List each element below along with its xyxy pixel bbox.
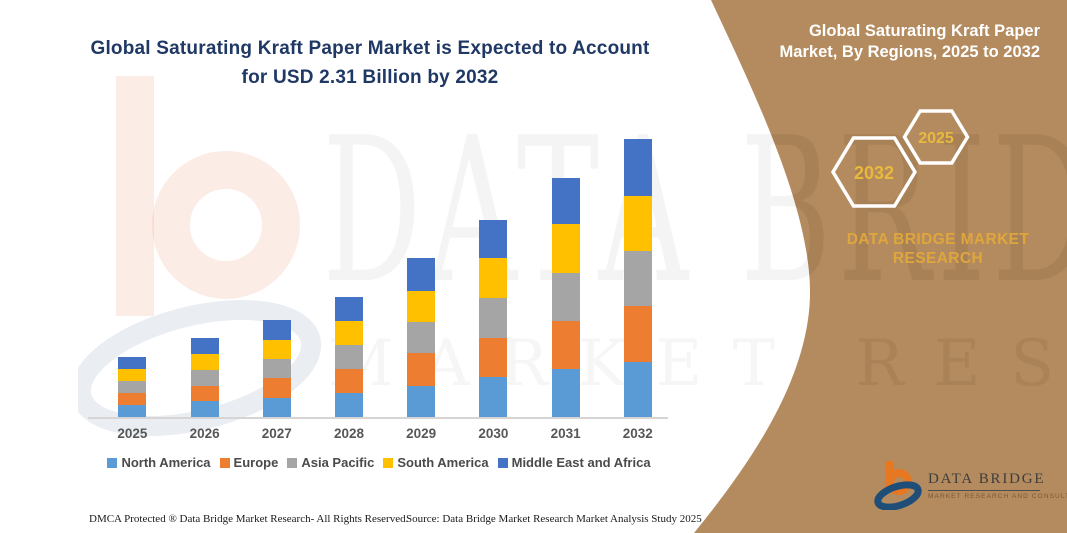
segment-asia-pacific [479,297,508,338]
stacked-bar-2027 [262,319,291,417]
segment-asia-pacific [551,272,580,321]
legend-swatch [497,457,508,468]
ghost-b-stem [116,76,154,316]
databridge-logo-mark [872,458,926,510]
x-axis-label-2027: 2027 [261,426,292,441]
segment-asia-pacific [118,380,147,393]
segment-south-america [118,368,147,381]
legend-label: Middle East and Africa [511,455,651,470]
segment-south-america [407,290,436,322]
segment-asia-pacific [407,321,436,354]
stacked-bar-2025 [118,356,147,417]
segment-europe [551,320,580,369]
legend-label: South America [397,455,489,470]
chart-legend: North America Europe Asia Pacific South Ame… [85,455,673,470]
legend-swatch [287,457,298,468]
logo-tagline: MARKET RESEARCH AND CONSULTING [928,493,1066,500]
legend-swatch [107,457,118,468]
segment-north-america [407,385,436,417]
logo-underline [928,490,1040,491]
segment-asia-pacific [623,250,652,307]
page-title: Global Saturating Kraft Paper Market is … [90,38,650,88]
stacked-bar-2029 [407,258,436,417]
segment-south-america [623,195,652,251]
segment-south-america [551,224,580,273]
x-axis-label-2025: 2025 [117,426,148,441]
segment-asia-pacific [335,344,363,369]
segment-south-america [479,258,508,298]
segment-middle-east-and-africa [407,258,436,291]
segment-north-america [335,392,363,417]
segment-middle-east-and-africa [335,296,363,321]
legend-swatch [219,457,230,468]
stacked-bar-2031 [551,177,580,417]
stacked-bar-2026 [190,337,219,417]
x-axis-label-2026: 2026 [189,426,220,441]
segment-middle-east-and-africa [118,356,147,369]
segment-north-america [623,361,652,417]
legend-item-asia-pacific: Asia Pacific [287,455,374,470]
legend-label: North America [121,455,211,470]
segment-south-america [262,339,291,360]
segment-north-america [190,401,219,417]
legend-item-north-america: North America [107,455,211,470]
legend-item-middle-east-and-africa: Middle East and Africa [497,455,651,470]
segment-europe [118,392,147,405]
databridge-logo: DATA BRIDGE MARKET RESEARCH AND CONSULTI… [872,458,1048,514]
legend-item-europe: Europe [219,455,279,470]
segment-north-america [479,377,508,417]
logo-swoosh [875,480,921,510]
dmca-notice: DMCA Protected ® Data Bridge Market Rese… [89,513,409,525]
hexagon-2032-label: 2032 [854,163,894,183]
brand-caption: DATA BRIDGE MARKET RESEARCH [846,231,1030,267]
segment-middle-east-and-africa [623,138,652,196]
x-axis-label-2029: 2029 [406,426,437,441]
stacked-bar-2032 [623,138,652,417]
x-axis-label-2028: 2028 [333,426,365,441]
x-axis-line [88,417,668,419]
year-hexagons: 2032 2025 [810,95,980,220]
hexagon-2025 [905,111,968,163]
segment-asia-pacific [190,370,219,386]
segment-south-america [190,354,219,371]
segment-europe [623,306,652,362]
x-axis-label-2030: 2030 [478,426,509,441]
logo-wordmark: DATA BRIDGE [928,471,1046,487]
segment-europe [190,385,219,402]
segment-north-america [551,368,580,417]
hexagon-2025-label: 2025 [918,130,954,147]
stacked-bar-2030 [479,219,508,417]
segment-south-america [335,320,363,345]
legend-label: Europe [233,455,279,470]
legend-label: Asia Pacific [301,455,375,470]
segment-north-america [262,397,291,417]
ghost-b-bowl [152,151,300,299]
segment-europe [262,378,291,398]
x-axis-label-2032: 2032 [622,426,653,441]
panel-heading: Global Saturating Kraft Paper Market, By… [779,22,1040,61]
legend-item-south-america: South America [383,455,489,470]
legend-swatch [383,457,394,468]
segment-middle-east-and-africa [262,319,291,340]
source-note: Source: Data Bridge Market Research Mark… [406,513,702,525]
hexagon-2032 [833,138,915,206]
segment-middle-east-and-africa [551,177,580,225]
stacked-bar-2028 [335,296,363,417]
segment-north-america [118,404,147,417]
x-axis-label-2031: 2031 [550,426,581,441]
segment-europe [479,337,508,378]
segment-asia-pacific [262,359,291,379]
segment-middle-east-and-africa [479,219,508,259]
segment-middle-east-and-africa [190,337,219,355]
segment-europe [407,353,436,386]
segment-europe [335,368,363,393]
